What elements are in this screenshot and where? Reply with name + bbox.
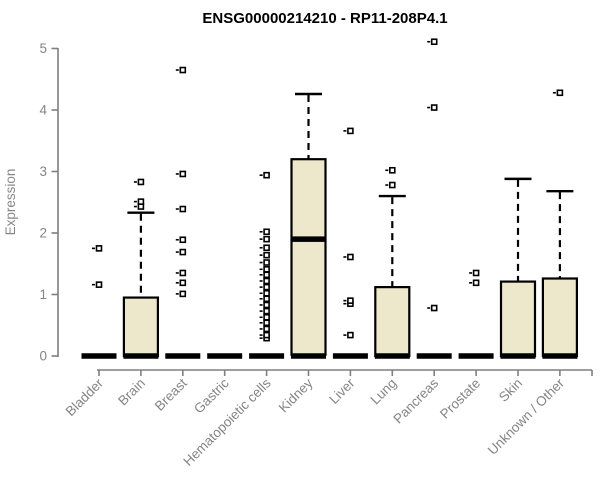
- outlier-point: [259, 277, 270, 285]
- x-category-label-liver: Liver: [326, 375, 358, 407]
- outlier-point: [259, 251, 270, 259]
- outlier-point: [427, 38, 438, 46]
- iqr-box: [541, 277, 579, 358]
- x-category-label-kidney: Kidney: [276, 375, 316, 415]
- outlier-point: [175, 290, 187, 298]
- zero-median-bar: [332, 353, 368, 359]
- outlier-point: [552, 89, 564, 97]
- outlier-point: [343, 331, 354, 339]
- zero-median-bar: [81, 353, 117, 359]
- y-tick-label: 1: [39, 287, 47, 302]
- zero-median-bar: [458, 353, 494, 359]
- boxplot-liver: [332, 127, 368, 359]
- outlier-point: [259, 331, 270, 339]
- outlier-point: [175, 66, 187, 74]
- outlier-point: [259, 271, 270, 279]
- y-tick-label: 4: [39, 103, 47, 118]
- outlier-point: [133, 198, 145, 205]
- outlier-point: [385, 181, 396, 189]
- boxplot-hematopoietic-cells: [249, 171, 285, 359]
- x-category-label-brain: Brain: [115, 376, 148, 409]
- y-tick-label: 0: [39, 349, 47, 364]
- iqr-box: [499, 280, 537, 358]
- boxplot-pancreas: [416, 38, 452, 359]
- outlier-point: [259, 295, 270, 303]
- outlier-point: [259, 228, 270, 236]
- boxplot-skin: [499, 177, 537, 359]
- outlier-point: [175, 236, 187, 244]
- x-category-label-breast: Breast: [152, 375, 190, 413]
- iqr-box: [374, 286, 411, 358]
- boxplot-kidney: [290, 92, 327, 359]
- zero-median-bar: [291, 353, 326, 359]
- outlier-point: [259, 289, 270, 297]
- zero-median-bar: [542, 353, 578, 359]
- outlier-point: [175, 248, 187, 256]
- boxplot-unknown-other: [541, 89, 579, 359]
- zero-median-bar: [165, 353, 201, 359]
- outlier-point: [469, 269, 480, 277]
- x-category-label-skin: Skin: [496, 376, 525, 405]
- outlier-point: [259, 307, 270, 315]
- y-tick-label: 3: [39, 164, 47, 179]
- outlier-point: [259, 265, 270, 273]
- outlier-point: [469, 279, 480, 287]
- chart-title: ENSG00000214210 - RP11-208P4.1: [202, 10, 447, 27]
- boxplot-brain: [122, 178, 160, 359]
- outlier-point: [427, 304, 438, 312]
- x-category-label-gastric: Gastric: [191, 375, 232, 416]
- outlier-point: [427, 104, 438, 111]
- outlier-point: [259, 301, 270, 309]
- outlier-point: [259, 244, 270, 252]
- outlier-point: [343, 253, 354, 261]
- outlier-point: [92, 245, 103, 252]
- outlier-point: [259, 171, 270, 179]
- outlier-point: [343, 297, 354, 304]
- outlier-point: [259, 325, 270, 333]
- zero-median-bar: [374, 353, 410, 359]
- boxplot-breast: [165, 66, 201, 359]
- boxplot-gastric: [207, 353, 243, 359]
- boxplot-prostate: [458, 269, 494, 359]
- outlier-point: [259, 235, 270, 243]
- zero-median-bar: [207, 353, 243, 359]
- y-tick-label: 2: [39, 226, 47, 241]
- x-category-label-pancreas: Pancreas: [390, 375, 441, 426]
- outlier-point: [133, 178, 145, 186]
- zero-median-bar: [249, 353, 285, 359]
- outlier-point: [175, 205, 187, 213]
- boxplot-lung: [374, 166, 411, 359]
- iqr-box: [290, 158, 327, 356]
- outlier-point: [175, 170, 187, 178]
- outlier-point: [259, 313, 270, 321]
- outlier-point: [175, 269, 187, 277]
- outlier-point: [92, 281, 103, 288]
- outlier-point: [259, 259, 270, 266]
- zero-median-bar: [123, 353, 159, 359]
- y-axis-label: Expression: [3, 169, 18, 236]
- y-tick-label: 5: [39, 41, 47, 56]
- x-category-label-bladder: Bladder: [63, 375, 107, 419]
- x-category-label-prostate: Prostate: [437, 376, 483, 422]
- boxplot-bladder: [81, 245, 117, 359]
- outlier-point: [385, 166, 396, 174]
- x-category-label-lung: Lung: [368, 376, 400, 408]
- iqr-box: [122, 296, 160, 358]
- x-category-label-unknown-other: Unknown / Other: [485, 375, 568, 458]
- outlier-point: [175, 279, 187, 287]
- zero-median-bar: [500, 353, 536, 359]
- outlier-point: [343, 127, 354, 135]
- median-line: [291, 236, 326, 242]
- outlier-point: [259, 283, 270, 291]
- zero-median-bar: [416, 353, 452, 359]
- outlier-point: [259, 319, 270, 327]
